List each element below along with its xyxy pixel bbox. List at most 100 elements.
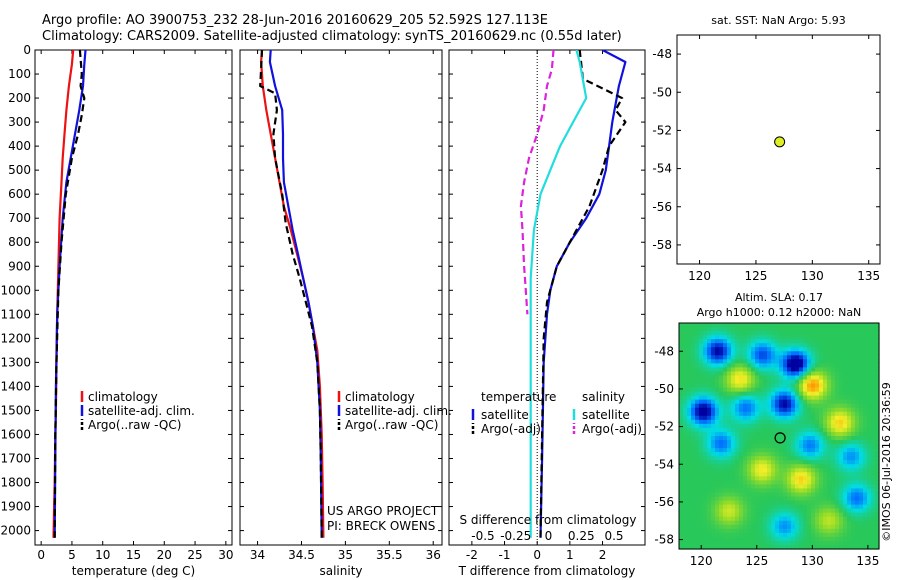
- sla-cell: [859, 532, 864, 538]
- sla-cell: [823, 359, 828, 364]
- sla-cell: [835, 536, 840, 542]
- sla-cell: [807, 423, 812, 429]
- sla-cell: [867, 407, 872, 413]
- depth-tick-label: 1200: [0, 331, 31, 345]
- sla-cell: [707, 472, 712, 477]
- sla-cell: [779, 403, 784, 409]
- sla-cell: [803, 427, 808, 433]
- sla-cell: [819, 500, 824, 506]
- sla-cell: [851, 532, 856, 538]
- sla-cell: [855, 343, 860, 348]
- sla-cell: [699, 448, 704, 453]
- sla-cell: [839, 419, 844, 425]
- sla-cell: [823, 496, 828, 502]
- sla-cell: [747, 391, 752, 397]
- sla-cell: [775, 391, 780, 397]
- sla-cell: [719, 508, 724, 514]
- sla-cell: [859, 544, 864, 550]
- sla-cell: [835, 431, 840, 437]
- sla-cell: [843, 512, 848, 518]
- sla-cell: [835, 411, 840, 417]
- sla-cell: [799, 488, 804, 494]
- sla-cell: [699, 444, 704, 449]
- sla-cell: [735, 484, 740, 490]
- sla-cell: [727, 391, 732, 397]
- sla-cell: [795, 436, 800, 441]
- sla-cell: [847, 351, 852, 356]
- sla-cell: [679, 331, 684, 336]
- sla-cell: [731, 395, 736, 401]
- sla-cell: [787, 343, 792, 348]
- sla-cell: [803, 387, 808, 393]
- sla-cell: [867, 363, 872, 368]
- sla-cell: [859, 355, 864, 360]
- sla-cell: [831, 512, 836, 518]
- sla-cell: [743, 331, 748, 336]
- sla-cell: [679, 427, 684, 433]
- sla-cell: [735, 520, 740, 526]
- sla-cell: [751, 516, 756, 522]
- sla-cell: [679, 375, 684, 381]
- sla-cell: [743, 500, 748, 506]
- sla-cell: [703, 427, 708, 433]
- sla-cell: [687, 496, 692, 502]
- sla-cell: [707, 488, 712, 494]
- sla-cell: [847, 415, 852, 421]
- sla-cell: [795, 355, 800, 360]
- sla-cell: [875, 423, 880, 429]
- sla-cell: [767, 367, 772, 373]
- sla-cell: [799, 351, 804, 356]
- sla-cell: [767, 331, 772, 336]
- sla-cell: [835, 544, 840, 550]
- sla-cell: [803, 444, 808, 449]
- sla-cell: [747, 532, 752, 538]
- sla-cell: [755, 460, 760, 465]
- sla-cell: [811, 488, 816, 494]
- sla-cell: [719, 524, 724, 530]
- sla-cell: [739, 363, 744, 368]
- sla-cell: [723, 347, 728, 352]
- sla-cell: [811, 359, 816, 364]
- sla-cell: [859, 440, 864, 445]
- sla-cell: [735, 423, 740, 429]
- sla-cell: [715, 528, 720, 534]
- sla-cell: [795, 359, 800, 364]
- sla-cell: [855, 484, 860, 490]
- sla-cell: [723, 464, 728, 469]
- sla-cell: [823, 347, 828, 352]
- sla-cell: [827, 500, 832, 506]
- sla-cell: [867, 456, 872, 461]
- sla-cell: [735, 532, 740, 538]
- sla-cell: [839, 403, 844, 409]
- sla-cell: [763, 452, 768, 457]
- sla-cell: [811, 512, 816, 518]
- sla-cell: [743, 440, 748, 445]
- sla-cell: [747, 423, 752, 429]
- sla-cell: [871, 419, 876, 425]
- sla-cell: [735, 431, 740, 437]
- sla-cell: [687, 375, 692, 381]
- sla-cell: [795, 464, 800, 469]
- panel-2-series-group: [259, 50, 325, 538]
- sla-cell: [783, 544, 788, 550]
- sla-cell: [763, 480, 768, 486]
- sla-cell: [699, 327, 704, 332]
- sla-cell: [827, 436, 832, 441]
- sla-cell: [855, 496, 860, 502]
- sla-cell: [775, 367, 780, 373]
- sla-cell: [811, 367, 816, 373]
- sla-cell: [759, 528, 764, 534]
- sla-cell: [847, 532, 852, 538]
- sla-cell: [871, 367, 876, 373]
- sla-cell: [827, 407, 832, 413]
- sla-cell: [847, 472, 852, 477]
- sla-cell: [783, 355, 788, 360]
- sla-cell: [819, 524, 824, 530]
- sla-cell: [715, 508, 720, 514]
- sla-cell: [711, 411, 716, 417]
- sla-cell: [843, 407, 848, 413]
- sla-cell: [835, 339, 840, 344]
- sla-cell: [779, 359, 784, 364]
- sla-cell: [835, 403, 840, 409]
- sla-cell: [783, 375, 788, 381]
